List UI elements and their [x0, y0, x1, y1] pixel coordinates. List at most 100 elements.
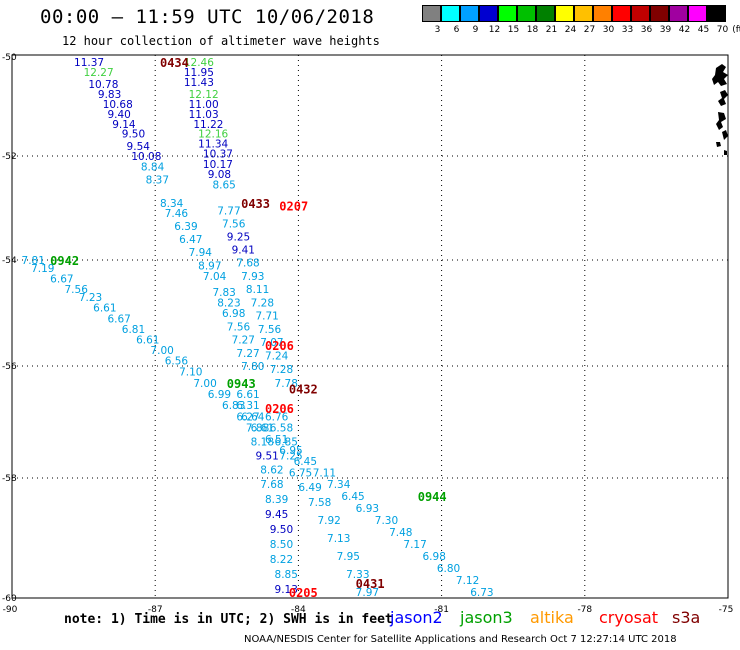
scale-swatch [612, 5, 631, 22]
wave-height-value: 6.81 [122, 324, 145, 336]
wave-height-value: 7.00 [150, 345, 173, 357]
scale-swatch [707, 5, 726, 22]
scale-label: 3 [434, 25, 441, 35]
scale-label: 6 [453, 25, 460, 35]
scale-swatch [536, 5, 555, 22]
legend-altika: altika [530, 608, 574, 627]
lon-tick-label: -84 [291, 605, 306, 615]
wave-height-value: 6.61 [136, 335, 159, 347]
wave-height-value: 7.56 [258, 324, 282, 336]
pass-time-label: 0433 [241, 197, 270, 211]
wave-height-value: 6.58 [270, 423, 293, 435]
wave-height-value: 9.50 [122, 129, 145, 141]
coastline-islands [712, 64, 728, 155]
wave-height-value: 7.10 [179, 367, 202, 379]
wave-height-value: 7.07 [260, 337, 283, 349]
credit-line: NOAA/NESDIS Center for Satellite Applica… [244, 634, 677, 645]
wave-height-value: 7.17 [403, 539, 426, 551]
pass-time-label: 0943 [227, 377, 256, 391]
scale-label: 39 [659, 25, 672, 35]
wave-height-value: 10.17 [203, 159, 233, 171]
wave-height-value: 7.58 [308, 497, 331, 509]
wave-height-value: 6.61 [236, 389, 259, 401]
pass-time-label: 0432 [289, 382, 318, 396]
scale-unit: (ft) [732, 25, 740, 35]
scale-swatch [555, 5, 574, 22]
wave-height-value: 6.98 [222, 308, 245, 320]
wave-height-value: 6.56 [165, 356, 189, 368]
wave-height-value: 6.45 [341, 491, 364, 503]
wave-height-value: 10.68 [103, 99, 133, 111]
wave-height-value: 7.33 [346, 569, 369, 581]
wave-height-value: 11.00 [189, 99, 219, 111]
pass-time-labels: 0434 0433 0207 0942 0206 0943 0432 0206 0944 0431… [50, 56, 446, 600]
wave-height-value: 10.08 [131, 151, 161, 163]
scale-label: 70 [716, 25, 729, 35]
wave-height-value: 6.67 [107, 313, 130, 325]
scale-swatch [593, 5, 612, 22]
wave-height-value: 7.00 [193, 378, 216, 390]
wave-height-value: 6.64 [241, 411, 265, 423]
legend-cryosat: cryosat [599, 608, 659, 627]
wave-height-value: 10.78 [88, 79, 118, 91]
wave-height-value: 7.28 [251, 297, 274, 309]
scale-label: 27 [583, 25, 596, 35]
wave-height-value: 7.97 [356, 587, 379, 599]
wave-height-value: 7.68 [260, 479, 283, 491]
lon-tick-label: -81 [434, 605, 449, 615]
wave-height-value: 6.93 [356, 503, 379, 515]
wave-height-value: 6.39 [174, 221, 197, 233]
wave-height-values: 11.3712.2710.789.8310.689.409.149.509.54… [22, 57, 494, 599]
footnote: note: 1) Time is in UTC; 2) SWH is in fe… [64, 612, 393, 627]
wave-height-value: 12.12 [189, 89, 219, 101]
map-frame [11, 54, 729, 599]
wave-height-value: 7.95 [337, 551, 360, 563]
wave-height-value: 7.27 [236, 348, 259, 360]
wave-height-value: 6.67 [50, 274, 73, 286]
wave-height-value: 6.75 [289, 467, 312, 479]
scale-label: 30 [602, 25, 615, 35]
scale-swatch [498, 5, 517, 22]
wave-height-value: 9.45 [265, 509, 288, 521]
wave-height-value: 7.30 [375, 515, 398, 527]
scale-label: 9 [472, 25, 479, 35]
wave-height-value: 9.83 [98, 89, 121, 101]
wave-height-value: 7.68 [236, 258, 259, 270]
scale-swatch [441, 5, 460, 22]
wave-height-value: 12.16 [198, 129, 228, 141]
wave-height-value: 6.49 [298, 482, 321, 494]
scale-label: 36 [640, 25, 653, 35]
legend-s3a: s3a [672, 608, 701, 627]
wave-height-value: 7.56 [65, 284, 89, 296]
legend-jason2: jason2 [390, 608, 443, 627]
wave-height-value: 6.76 [265, 411, 289, 423]
lat-tick-label: -58 [2, 474, 17, 484]
wave-height-value: 7.46 [165, 208, 189, 220]
wave-height-value: 6.98 [423, 551, 446, 563]
lat-tick-label: -50 [2, 53, 17, 63]
scale-swatch [688, 5, 707, 22]
wave-height-value: 7.23 [79, 292, 102, 304]
wave-height-value: 8.34 [160, 198, 184, 210]
wave-height-value: 7.56 [227, 321, 251, 333]
wave-height-value: 6.85 [275, 437, 298, 449]
wave-height-value: 9.08 [208, 169, 231, 181]
wave-height-value: 7.25 [279, 451, 302, 463]
wave-height-value: 9.54 [127, 141, 151, 153]
wave-height-value: 7.93 [241, 271, 264, 283]
lon-tick-label: -78 [577, 605, 592, 615]
lon-tick-label: -87 [148, 605, 163, 615]
wave-height-value: 7.83 [212, 287, 235, 299]
wave-height-value: 8.65 [212, 180, 235, 192]
wave-height-value: 7.27 [232, 335, 255, 347]
wave-height-value: 11.95 [184, 67, 214, 79]
pass-time-label: 0207 [279, 199, 308, 213]
wave-height-value: 6.47 [179, 234, 202, 246]
scale-swatch [479, 5, 498, 22]
scale-swatch [631, 5, 650, 22]
lat-tick-label: -56 [2, 362, 17, 372]
wave-height-value: 9.14 [112, 119, 136, 131]
wave-height-value: 7.56 [222, 219, 246, 231]
wave-height-value: 7.48 [389, 527, 412, 539]
